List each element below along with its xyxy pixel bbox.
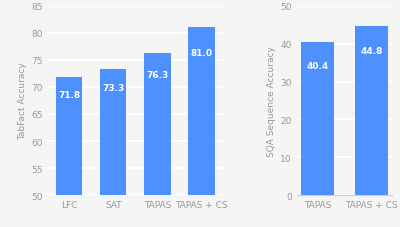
Bar xyxy=(355,26,388,195)
Bar xyxy=(144,54,170,195)
Y-axis label: SQA Sequence Accuracy: SQA Sequence Accuracy xyxy=(267,46,276,156)
Text: 71.8: 71.8 xyxy=(58,91,80,100)
Text: 40.4: 40.4 xyxy=(306,61,328,70)
Bar xyxy=(301,43,334,195)
Bar xyxy=(100,70,126,195)
Bar xyxy=(188,28,215,195)
Bar xyxy=(56,78,82,195)
Text: 81.0: 81.0 xyxy=(190,49,212,58)
Y-axis label: TabFact Accuracy: TabFact Accuracy xyxy=(18,62,28,140)
Text: 44.8: 44.8 xyxy=(360,47,383,56)
Text: 73.3: 73.3 xyxy=(102,84,124,93)
Text: 76.3: 76.3 xyxy=(146,70,168,79)
